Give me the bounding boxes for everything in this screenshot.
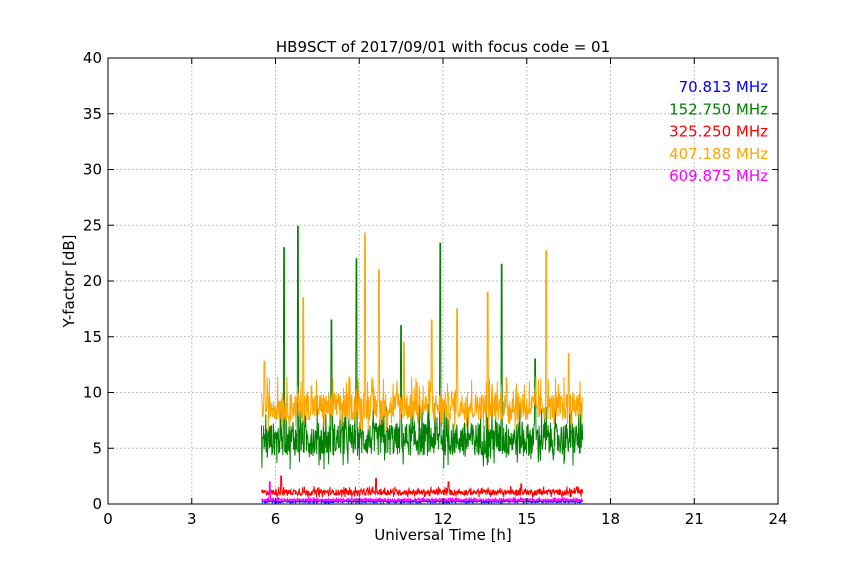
x-tick-label: 21 [685,510,704,528]
axis-ticks [107,57,779,505]
legend-entry: 407.188 MHz [669,145,768,163]
y-tick-label: 5 [92,439,102,457]
x-tick-label: 3 [187,510,197,528]
y-tick-label: 15 [83,328,102,346]
x-axis-label: Universal Time [h] [374,526,512,544]
y-axis-label: Y-factor [dB] [60,234,78,328]
y-tick-label: 40 [83,49,102,67]
x-tick-label: 15 [517,510,536,528]
legend-entry: 70.813 MHz [679,78,768,96]
y-tick-label: 35 [83,105,102,123]
series-line-4 [261,481,584,504]
y-tick-label: 10 [83,384,102,402]
y-tick-label: 25 [83,216,102,234]
y-tick-label: 0 [92,495,102,513]
x-tick-label: 9 [354,510,364,528]
legend-entry: 152.750 MHz [669,100,768,118]
x-tick-label: 24 [768,510,787,528]
y-tick-label: 20 [83,272,102,290]
x-tick-label: 0 [103,510,113,528]
chart-title: HB9SCT of 2017/09/01 with focus code = 0… [276,38,610,56]
axis-tick-labels: 0 3 6 9 12 15 18 21 24 0 5 10 15 20 25 30 35 40 [83,49,788,528]
series-line-3 [261,232,584,432]
plot-series [261,225,584,506]
x-tick-label: 12 [433,510,452,528]
legend-entry: 609.875 MHz [669,167,768,185]
legend: 70.813 MHz 152.750 MHz 325.250 MHz 407.188 … [669,78,768,185]
legend-entry: 325.250 MHz [669,123,768,141]
x-tick-label: 18 [601,510,620,528]
series-line-1 [261,225,584,470]
series-line-2 [261,475,584,499]
y-tick-label: 30 [83,161,102,179]
x-tick-label: 6 [271,510,281,528]
